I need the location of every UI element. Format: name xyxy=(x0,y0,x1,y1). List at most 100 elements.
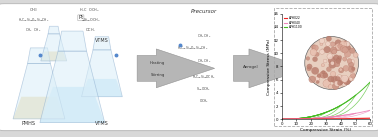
Circle shape xyxy=(349,66,355,72)
Circle shape xyxy=(328,76,334,82)
Circle shape xyxy=(324,46,330,53)
Text: $\mathregular{{-}Si{-}OCH_3}$: $\mathregular{{-}Si{-}OCH_3}$ xyxy=(81,16,101,24)
Circle shape xyxy=(323,80,330,87)
Circle shape xyxy=(338,55,342,59)
Circle shape xyxy=(309,76,316,83)
Circle shape xyxy=(310,49,317,56)
Circle shape xyxy=(338,68,344,73)
Text: $\mathregular{H_3C{-}Si{-}O{-}Si{-}CH_3}$: $\mathregular{H_3C{-}Si{-}O{-}Si{-}CH_3}… xyxy=(177,45,208,52)
Circle shape xyxy=(333,79,337,83)
Circle shape xyxy=(348,59,355,66)
Circle shape xyxy=(345,41,350,47)
Circle shape xyxy=(335,76,340,81)
Polygon shape xyxy=(28,48,50,63)
Text: $\mathregular{H_3C{-}Si{-}O{-}Si{-}CH_3}$: $\mathregular{H_3C{-}Si{-}O{-}Si{-}CH_3}… xyxy=(18,16,49,24)
Circle shape xyxy=(330,47,337,54)
Circle shape xyxy=(320,71,327,78)
Circle shape xyxy=(307,67,311,71)
Circle shape xyxy=(347,79,351,83)
Text: $\mathregular{H_3C{-}Si{-}OCH_3}$: $\mathregular{H_3C{-}Si{-}OCH_3}$ xyxy=(192,73,215,81)
Circle shape xyxy=(351,74,356,78)
Circle shape xyxy=(339,76,344,80)
Text: $\mathregular{Si{-}OCH_3}$: $\mathregular{Si{-}OCH_3}$ xyxy=(196,85,211,93)
Circle shape xyxy=(328,85,333,89)
Polygon shape xyxy=(40,87,105,123)
Circle shape xyxy=(311,45,316,49)
Circle shape xyxy=(339,68,342,71)
Circle shape xyxy=(337,75,342,80)
Polygon shape xyxy=(13,97,65,119)
Circle shape xyxy=(336,46,341,51)
Circle shape xyxy=(332,83,339,90)
Circle shape xyxy=(344,51,351,57)
Circle shape xyxy=(315,76,320,81)
Text: Heating: Heating xyxy=(150,61,165,65)
Polygon shape xyxy=(82,79,122,97)
Circle shape xyxy=(344,41,347,44)
Circle shape xyxy=(349,76,354,81)
Circle shape xyxy=(343,65,349,71)
Circle shape xyxy=(332,49,336,54)
Circle shape xyxy=(341,81,347,86)
Circle shape xyxy=(318,73,323,78)
FancyBboxPatch shape xyxy=(137,49,215,88)
Circle shape xyxy=(334,61,340,67)
Circle shape xyxy=(323,59,327,63)
Circle shape xyxy=(314,77,320,83)
Circle shape xyxy=(326,67,331,72)
Circle shape xyxy=(338,81,342,85)
Circle shape xyxy=(342,57,347,61)
Y-axis label: Compressive Stress (MPa): Compressive Stress (MPa) xyxy=(267,38,271,95)
Circle shape xyxy=(319,49,325,54)
Text: $\mathregular{CH_3 \; CH_3}$: $\mathregular{CH_3 \; CH_3}$ xyxy=(197,57,211,65)
Circle shape xyxy=(336,59,341,64)
Circle shape xyxy=(343,77,347,81)
Circle shape xyxy=(327,54,333,59)
Circle shape xyxy=(331,42,335,46)
Circle shape xyxy=(313,57,318,62)
Circle shape xyxy=(320,43,323,46)
Circle shape xyxy=(334,81,340,86)
Circle shape xyxy=(330,71,336,77)
Circle shape xyxy=(333,55,339,61)
Circle shape xyxy=(331,76,338,83)
Legend: APH022, APH040, APH1100: APH022, APH040, APH1100 xyxy=(283,15,303,30)
Circle shape xyxy=(349,62,354,67)
FancyBboxPatch shape xyxy=(274,8,372,126)
Circle shape xyxy=(321,49,324,52)
Circle shape xyxy=(338,44,342,49)
Circle shape xyxy=(329,61,336,68)
Circle shape xyxy=(335,40,341,46)
Polygon shape xyxy=(48,26,59,34)
Circle shape xyxy=(326,36,332,41)
Circle shape xyxy=(336,46,341,50)
Circle shape xyxy=(315,52,319,56)
Text: VTMS: VTMS xyxy=(95,121,109,126)
Polygon shape xyxy=(82,50,122,97)
Circle shape xyxy=(323,73,328,78)
Text: Precursor: Precursor xyxy=(191,9,217,14)
Circle shape xyxy=(330,42,335,46)
Text: VTMS: VTMS xyxy=(95,38,109,42)
Circle shape xyxy=(340,46,347,52)
Text: $\mathregular{OCH_3}$: $\mathregular{OCH_3}$ xyxy=(199,98,209,105)
FancyBboxPatch shape xyxy=(0,4,378,131)
Text: Stirring: Stirring xyxy=(150,73,165,77)
Circle shape xyxy=(330,61,335,65)
Polygon shape xyxy=(13,63,65,119)
Polygon shape xyxy=(40,51,105,123)
Circle shape xyxy=(328,57,336,64)
Circle shape xyxy=(313,45,318,51)
X-axis label: Compressive Strain (%): Compressive Strain (%) xyxy=(301,129,352,132)
Text: Pt: Pt xyxy=(78,15,84,20)
Polygon shape xyxy=(58,31,87,51)
Text: $\mathregular{CH_3 \; CH_3}$: $\mathregular{CH_3 \; CH_3}$ xyxy=(197,32,211,40)
Circle shape xyxy=(337,57,341,62)
Circle shape xyxy=(344,79,350,85)
Circle shape xyxy=(316,81,319,84)
Text: Aerogel: Aerogel xyxy=(243,65,259,69)
Circle shape xyxy=(353,53,358,57)
Circle shape xyxy=(346,45,351,51)
Circle shape xyxy=(325,76,328,80)
FancyBboxPatch shape xyxy=(234,49,307,88)
